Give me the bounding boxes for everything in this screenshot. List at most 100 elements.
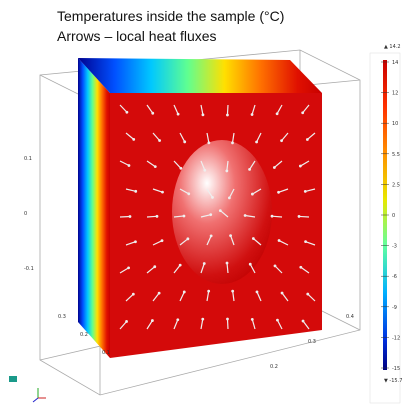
arrow-head bbox=[182, 214, 186, 218]
arrow-head bbox=[209, 213, 213, 217]
arrow-head bbox=[255, 290, 259, 294]
arrow-head bbox=[131, 292, 135, 296]
arrow bbox=[173, 319, 179, 330]
arrow-head bbox=[201, 317, 205, 321]
arrow-head bbox=[297, 215, 301, 218]
arrow bbox=[152, 132, 161, 141]
arrow-head bbox=[176, 318, 180, 322]
arrow bbox=[226, 104, 229, 116]
arrow-head bbox=[277, 190, 280, 194]
layer-side bbox=[78, 58, 110, 358]
arrow bbox=[273, 160, 283, 168]
arrow-head bbox=[178, 263, 182, 267]
layer-top bbox=[78, 58, 322, 93]
axis-triad bbox=[32, 388, 46, 403]
arrow-head bbox=[209, 234, 213, 238]
arrow-head bbox=[231, 289, 235, 293]
arrow-head bbox=[155, 214, 159, 218]
arrow-head bbox=[280, 139, 283, 143]
arrow bbox=[245, 214, 256, 218]
colorbar-tick-label: 14 bbox=[392, 60, 398, 66]
arrow-head bbox=[248, 167, 251, 171]
arrow bbox=[125, 241, 136, 246]
arrow bbox=[206, 188, 213, 198]
arrow-head bbox=[211, 195, 214, 199]
colorbar-tick-label: 0 bbox=[392, 213, 395, 219]
arrow bbox=[219, 210, 229, 218]
arrow-head bbox=[226, 317, 229, 321]
arrow bbox=[249, 263, 256, 274]
arrow bbox=[200, 319, 204, 330]
arrow-head bbox=[150, 319, 154, 322]
arrow-head bbox=[226, 113, 229, 117]
arrow bbox=[281, 132, 289, 142]
colorbar-tick-label: -6 bbox=[392, 274, 397, 280]
arrow bbox=[200, 214, 211, 218]
arrow bbox=[146, 160, 156, 168]
arrow-head bbox=[304, 240, 307, 244]
title-line: Temperatures inside the sample (°C) bbox=[57, 8, 284, 24]
arrow-head bbox=[125, 320, 128, 323]
arrow-head bbox=[225, 169, 229, 173]
arrow bbox=[300, 266, 310, 274]
arrow-head bbox=[176, 112, 180, 116]
arrow bbox=[226, 262, 229, 274]
arrow bbox=[230, 235, 235, 246]
arrow-head bbox=[161, 190, 164, 194]
arrow bbox=[305, 188, 316, 192]
arrow-head bbox=[298, 164, 302, 168]
arrow-head bbox=[303, 190, 307, 193]
colorbar-max: ▲ 14.2 bbox=[384, 44, 401, 50]
arrow-head bbox=[125, 110, 129, 114]
arrow bbox=[251, 319, 256, 330]
arrow-head bbox=[255, 140, 258, 144]
colorbar-tick-label: 5.5 bbox=[392, 152, 400, 158]
arrow-head bbox=[305, 138, 309, 141]
arrow-head bbox=[225, 261, 229, 265]
arrow bbox=[179, 132, 186, 143]
arrow-head bbox=[207, 289, 211, 293]
arrow-head bbox=[151, 111, 155, 115]
arrow-head bbox=[128, 215, 132, 218]
z-tick-label: 0.1 bbox=[24, 156, 32, 162]
y-tick-label: 0.2 bbox=[80, 332, 88, 338]
arrow bbox=[276, 319, 283, 330]
arrow-head bbox=[179, 166, 183, 170]
arrow-head bbox=[153, 165, 157, 169]
marker bbox=[9, 376, 17, 382]
arrow-head bbox=[158, 139, 161, 142]
arrow-head bbox=[251, 237, 255, 240]
arrow-head bbox=[280, 291, 284, 295]
arrow-head bbox=[127, 164, 131, 167]
arrow bbox=[298, 215, 310, 218]
arrow bbox=[271, 215, 283, 218]
arrow bbox=[200, 263, 205, 274]
colorbar-tick-label: 10 bbox=[392, 121, 398, 127]
y-tick-label: 0.1 bbox=[102, 350, 110, 356]
arrow bbox=[152, 240, 163, 246]
arrow bbox=[173, 215, 185, 218]
arrow bbox=[179, 188, 190, 195]
arrow bbox=[152, 188, 163, 193]
arrow bbox=[146, 320, 153, 330]
arrow-head bbox=[186, 237, 190, 241]
arrow bbox=[278, 188, 289, 193]
arrow bbox=[173, 264, 181, 274]
arrow bbox=[232, 291, 235, 302]
arrow-head bbox=[134, 189, 138, 193]
colorbar-tick-label: 12 bbox=[392, 91, 398, 97]
arrow-head bbox=[160, 239, 164, 243]
colorbar-ticks: 14 12 10 5.5 2.5 0 -3 -6 -9 -12 -15 bbox=[381, 60, 400, 372]
arrow-head bbox=[299, 265, 303, 269]
arrow bbox=[125, 293, 134, 302]
arrow-head bbox=[201, 113, 205, 117]
arrow bbox=[300, 160, 310, 167]
colorbar-tick-label: 2.5 bbox=[392, 182, 400, 188]
arrow-head bbox=[218, 209, 222, 212]
arrow-head bbox=[306, 292, 310, 296]
x-tick-label: 0.3 bbox=[308, 339, 316, 345]
arrow bbox=[305, 241, 316, 246]
arrow-head bbox=[248, 262, 252, 266]
arrow bbox=[252, 188, 262, 195]
